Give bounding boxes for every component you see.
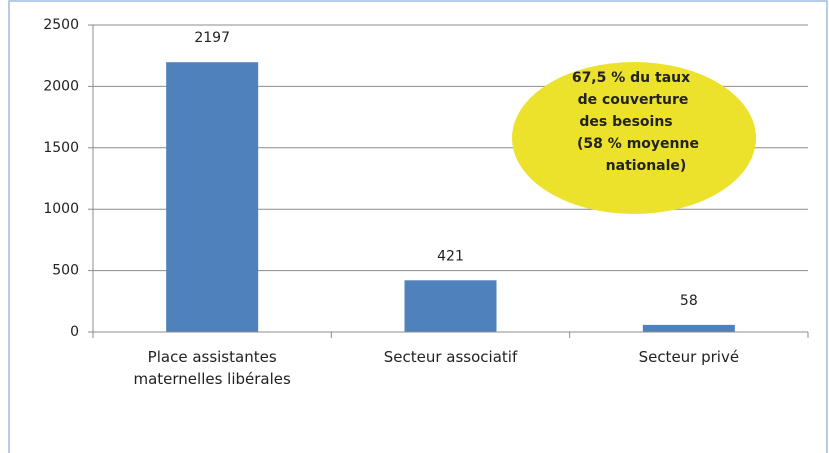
x-tick-label: Place assistantes maternelles libérales bbox=[133, 348, 291, 388]
data-label: 421 bbox=[437, 248, 464, 264]
y-tick-label: 500 bbox=[52, 263, 79, 279]
bar bbox=[166, 62, 259, 332]
y-tick-label: 2000 bbox=[43, 78, 79, 94]
annotation-text: de couverture bbox=[578, 92, 689, 108]
y-tick-label: 0 bbox=[70, 324, 79, 340]
data-label: 58 bbox=[680, 293, 698, 309]
x-tick-label: Secteur privé bbox=[638, 348, 740, 366]
x-tick-label: Secteur associatif bbox=[383, 348, 518, 366]
y-tick-label: 1500 bbox=[43, 140, 79, 156]
annotation-text: nationale) bbox=[606, 158, 687, 174]
annotation-text: des besoins bbox=[579, 114, 672, 130]
bar bbox=[642, 324, 735, 332]
annotation-text: (58 % moyenne bbox=[577, 136, 699, 152]
bar bbox=[404, 280, 497, 332]
frame bbox=[8, 0, 828, 453]
annotation-bubble bbox=[512, 62, 756, 214]
y-tick-label: 1000 bbox=[43, 201, 79, 217]
annotation-text: 67,5 % du taux bbox=[572, 70, 690, 86]
data-label: 2197 bbox=[194, 30, 230, 46]
y-tick-label: 2500 bbox=[43, 17, 79, 33]
